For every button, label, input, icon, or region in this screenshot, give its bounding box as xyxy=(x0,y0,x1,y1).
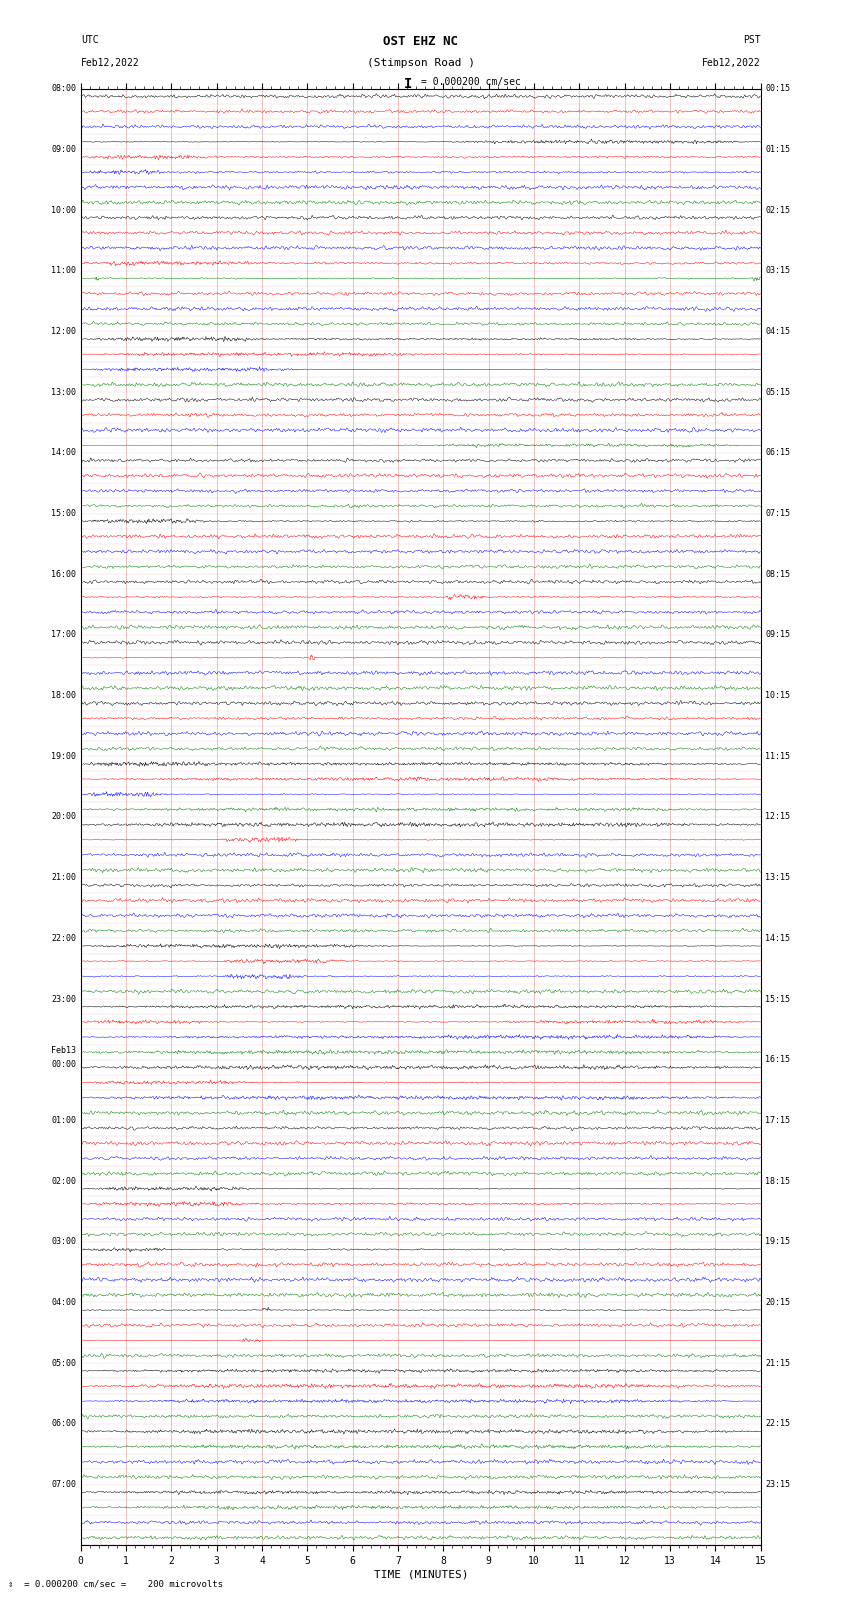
Text: 10:15: 10:15 xyxy=(765,690,790,700)
Text: 19:00: 19:00 xyxy=(52,752,76,761)
Text: = 0.000200 cm/sec: = 0.000200 cm/sec xyxy=(421,77,520,87)
Text: 12:00: 12:00 xyxy=(52,327,76,336)
Text: 02:15: 02:15 xyxy=(765,205,790,215)
Text: 15:00: 15:00 xyxy=(52,510,76,518)
Text: 16:15: 16:15 xyxy=(765,1055,790,1065)
Text: Feb12,2022: Feb12,2022 xyxy=(81,58,139,68)
Text: 18:15: 18:15 xyxy=(765,1176,790,1186)
Text: 16:00: 16:00 xyxy=(52,569,76,579)
Text: 21:15: 21:15 xyxy=(765,1358,790,1368)
Text: 15:15: 15:15 xyxy=(765,995,790,1003)
Text: 18:00: 18:00 xyxy=(52,690,76,700)
Text: 03:15: 03:15 xyxy=(765,266,790,276)
Text: 06:00: 06:00 xyxy=(52,1419,76,1429)
Text: I: I xyxy=(404,77,412,92)
Text: PST: PST xyxy=(743,35,761,45)
Text: 06:15: 06:15 xyxy=(765,448,790,458)
Text: 05:15: 05:15 xyxy=(765,387,790,397)
Text: 00:00: 00:00 xyxy=(52,1060,76,1069)
Text: 13:15: 13:15 xyxy=(765,873,790,882)
Text: 08:00: 08:00 xyxy=(52,84,76,94)
Text: 02:00: 02:00 xyxy=(52,1176,76,1186)
Text: 04:00: 04:00 xyxy=(52,1298,76,1307)
Text: 01:00: 01:00 xyxy=(52,1116,76,1124)
Text: 20:00: 20:00 xyxy=(52,813,76,821)
Text: Feb13: Feb13 xyxy=(52,1045,76,1055)
Text: UTC: UTC xyxy=(81,35,99,45)
Text: 22:00: 22:00 xyxy=(52,934,76,944)
Text: 17:15: 17:15 xyxy=(765,1116,790,1124)
Text: 11:15: 11:15 xyxy=(765,752,790,761)
Text: 11:00: 11:00 xyxy=(52,266,76,276)
Text: 03:00: 03:00 xyxy=(52,1237,76,1247)
Text: 19:15: 19:15 xyxy=(765,1237,790,1247)
Text: 07:15: 07:15 xyxy=(765,510,790,518)
Text: 12:15: 12:15 xyxy=(765,813,790,821)
Text: ⇕  = 0.000200 cm/sec =    200 microvolts: ⇕ = 0.000200 cm/sec = 200 microvolts xyxy=(8,1579,224,1589)
Text: 23:15: 23:15 xyxy=(765,1481,790,1489)
Text: 00:15: 00:15 xyxy=(765,84,790,94)
Text: 21:00: 21:00 xyxy=(52,873,76,882)
Text: 23:00: 23:00 xyxy=(52,995,76,1003)
Text: 04:15: 04:15 xyxy=(765,327,790,336)
X-axis label: TIME (MINUTES): TIME (MINUTES) xyxy=(373,1569,468,1579)
Text: Feb12,2022: Feb12,2022 xyxy=(702,58,761,68)
Text: 14:00: 14:00 xyxy=(52,448,76,458)
Text: 07:00: 07:00 xyxy=(52,1481,76,1489)
Text: OST EHZ NC: OST EHZ NC xyxy=(383,35,458,48)
Text: 20:15: 20:15 xyxy=(765,1298,790,1307)
Text: 01:15: 01:15 xyxy=(765,145,790,153)
Text: 13:00: 13:00 xyxy=(52,387,76,397)
Text: 17:00: 17:00 xyxy=(52,631,76,639)
Text: 09:15: 09:15 xyxy=(765,631,790,639)
Text: 14:15: 14:15 xyxy=(765,934,790,944)
Text: 22:15: 22:15 xyxy=(765,1419,790,1429)
Text: 09:00: 09:00 xyxy=(52,145,76,153)
Text: 08:15: 08:15 xyxy=(765,569,790,579)
Text: 05:00: 05:00 xyxy=(52,1358,76,1368)
Text: 10:00: 10:00 xyxy=(52,205,76,215)
Text: (Stimpson Road ): (Stimpson Road ) xyxy=(366,58,475,68)
